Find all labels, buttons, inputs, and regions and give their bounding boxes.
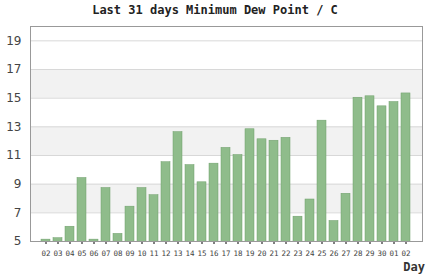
svg-text:15: 15 [6, 91, 21, 105]
svg-text:24: 24 [305, 249, 315, 258]
svg-text:09: 09 [125, 249, 134, 258]
svg-text:23: 23 [293, 249, 302, 258]
svg-text:03: 03 [53, 249, 62, 258]
svg-text:9: 9 [14, 177, 22, 191]
svg-text:17: 17 [6, 62, 21, 76]
svg-text:25: 25 [317, 249, 326, 258]
svg-text:29: 29 [365, 249, 374, 258]
svg-text:5: 5 [14, 234, 22, 248]
svg-text:11: 11 [6, 148, 21, 162]
svg-text:02: 02 [41, 249, 50, 258]
svg-text:26: 26 [329, 249, 339, 258]
svg-text:11: 11 [149, 249, 158, 258]
svg-text:21: 21 [269, 249, 278, 258]
svg-text:27: 27 [341, 249, 350, 258]
svg-text:05: 05 [77, 249, 86, 258]
svg-text:15: 15 [197, 249, 206, 258]
svg-text:7: 7 [14, 206, 22, 220]
html-text:Last 31 days Minimum Dew Point: Last 31 days Minimum Dew Point / C [92, 3, 338, 17]
svg-text:19: 19 [6, 34, 21, 48]
svg-text:12: 12 [161, 249, 170, 258]
svg-text:07: 07 [101, 249, 110, 258]
svg-text:17: 17 [221, 249, 230, 258]
svg-text:02: 02 [401, 249, 410, 258]
svg-text:08: 08 [113, 249, 123, 258]
svg-text:16: 16 [209, 249, 219, 258]
svg-text:01: 01 [389, 249, 398, 258]
svg-text:13: 13 [6, 120, 21, 134]
svg-text:18: 18 [233, 249, 243, 258]
svg-text:14: 14 [185, 249, 195, 258]
svg-text:Day: Day [403, 260, 425, 274]
svg-text:10: 10 [137, 249, 147, 258]
svg-text:13: 13 [173, 249, 182, 258]
svg-text:22: 22 [281, 249, 290, 258]
svg-text:04: 04 [65, 249, 75, 258]
svg-text:06: 06 [89, 249, 99, 258]
svg-text:28: 28 [353, 249, 363, 258]
svg-text:20: 20 [257, 249, 267, 258]
svg-text:19: 19 [245, 249, 254, 258]
svg-text:30: 30 [377, 249, 387, 258]
